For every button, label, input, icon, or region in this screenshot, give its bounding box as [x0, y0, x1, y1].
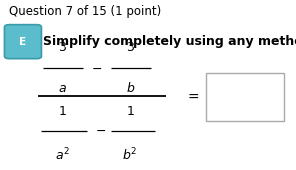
Text: $-$: $-$	[91, 62, 102, 74]
Text: $-$: $-$	[95, 124, 106, 137]
FancyBboxPatch shape	[4, 25, 41, 59]
Bar	[206, 73, 284, 121]
Text: $=$: $=$	[185, 89, 200, 103]
Text: Question 7 of 15 (1 point): Question 7 of 15 (1 point)	[9, 5, 161, 18]
Text: $1$: $1$	[126, 105, 135, 118]
Text: $3$: $3$	[58, 41, 67, 54]
Text: $3$: $3$	[126, 41, 135, 54]
Text: $1$: $1$	[58, 105, 67, 118]
Text: E: E	[19, 37, 27, 47]
Text: $b^2$: $b^2$	[123, 146, 138, 163]
Text: $a$: $a$	[58, 82, 67, 95]
Text: $a^2$: $a^2$	[55, 146, 70, 163]
Text: Simplify completely using any method.: Simplify completely using any method.	[43, 35, 296, 48]
Text: $b$: $b$	[126, 81, 135, 95]
